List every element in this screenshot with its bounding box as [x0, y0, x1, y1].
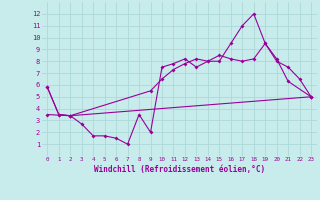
X-axis label: Windchill (Refroidissement éolien,°C): Windchill (Refroidissement éolien,°C) — [94, 165, 265, 174]
